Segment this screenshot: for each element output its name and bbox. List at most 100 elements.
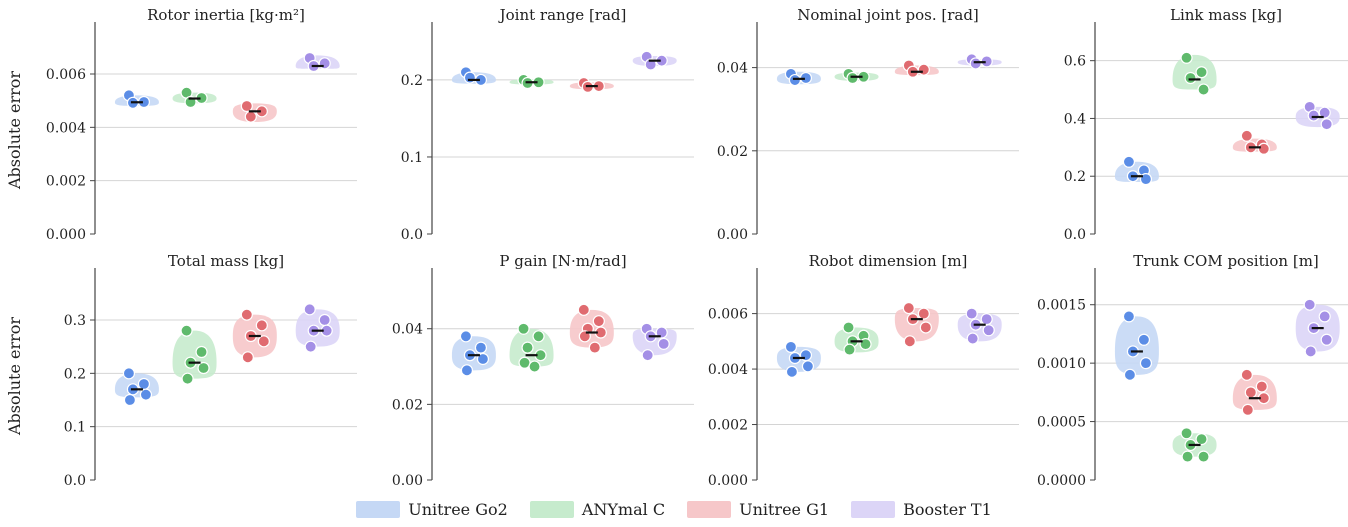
data-point [1318, 310, 1331, 323]
data-point [842, 321, 855, 334]
legend-swatch [851, 500, 896, 518]
data-point [460, 364, 474, 377]
data-point [257, 335, 270, 348]
legend-swatch [529, 500, 574, 518]
legend-swatch [356, 500, 401, 518]
data-point [785, 365, 799, 378]
data-point [917, 63, 930, 76]
data-point [1195, 66, 1208, 79]
data-point [801, 360, 815, 373]
data-point [969, 57, 982, 70]
y-tick-label: 0.3 [64, 313, 86, 329]
data-point [657, 337, 670, 350]
data-point [195, 345, 208, 359]
legend: Unitree Go2 ANYmal C Unitree G1 Booster … [0, 494, 1348, 524]
chart-panel: 0.0 0.1 0.2 Joint range [rad] [401, 6, 694, 243]
data-point [304, 340, 317, 353]
data-point [318, 57, 331, 70]
data-point [244, 110, 257, 123]
data-point [1180, 427, 1193, 440]
data-point [528, 360, 541, 373]
y-tick-label: 0.1 [401, 150, 423, 166]
data-point [139, 388, 153, 401]
chart-panel: 0.000 0.002 0.004 0.006 Rotor inertia [kg·m²… [5, 6, 357, 243]
data-point [517, 322, 530, 335]
data-point [1137, 333, 1151, 346]
panel-title: Robot dimension [m] [809, 252, 968, 270]
data-point [965, 307, 978, 320]
data-point [122, 367, 136, 380]
data-point [1122, 155, 1136, 168]
panel-title: Nominal joint pos. [rad] [797, 6, 979, 24]
data-point [1304, 345, 1317, 358]
data-point [1122, 310, 1136, 323]
data-point [1318, 106, 1331, 119]
data-point [843, 343, 856, 356]
data-point [588, 341, 601, 354]
y-tick-label: 0.4 [1064, 111, 1086, 127]
data-point [1184, 71, 1197, 85]
violin-body [172, 330, 217, 379]
data-point [180, 324, 193, 337]
data-point [1255, 380, 1268, 393]
violin-body [1172, 54, 1217, 90]
y-axis-label: Absolute error [5, 317, 24, 436]
data-point [303, 303, 316, 316]
data-point [641, 349, 654, 362]
legend-label: Booster T1 [903, 499, 992, 519]
y-tick-label: 0.006 [46, 67, 86, 83]
data-point [521, 341, 534, 354]
y-tick-label: 0.0 [64, 473, 86, 489]
y-tick-label: 0.6 [1064, 54, 1086, 70]
legend-label: ANYmal C [581, 499, 666, 519]
data-point [919, 321, 932, 334]
y-tick-label: 0.02 [392, 397, 423, 413]
legend-item-unitree-go2: Unitree Go2 [356, 500, 508, 519]
violin-body [894, 308, 939, 342]
y-tick-label: 0.0005 [1037, 415, 1086, 431]
data-point [240, 308, 253, 321]
data-point [1181, 450, 1194, 463]
data-point [1240, 368, 1253, 381]
data-point [459, 330, 473, 343]
y-tick-label: 0.0015 [1037, 298, 1086, 314]
legend-swatch [687, 500, 732, 518]
data-point [476, 352, 490, 366]
y-tick-label: 0.002 [708, 418, 748, 434]
data-point [1307, 109, 1320, 122]
panel-title: Rotor inertia [kg·m²] [147, 6, 305, 24]
data-point [518, 356, 531, 369]
y-tick-label: 0.2 [64, 366, 86, 382]
data-point [966, 332, 979, 345]
data-point [1303, 298, 1316, 311]
data-point [1240, 129, 1253, 142]
data-point [1180, 51, 1193, 64]
data-point [463, 71, 477, 84]
chart-panel: 0.000 0.002 0.004 0.006 Robot dimension [m] [708, 252, 1019, 489]
y-tick-label: 0.2 [1064, 169, 1086, 185]
data-point [1197, 450, 1210, 463]
data-point [980, 313, 993, 326]
y-tick-label: 0.0000 [1037, 473, 1086, 489]
y-tick-label: 0.04 [392, 322, 423, 338]
y-tick-label: 0.006 [708, 307, 748, 323]
data-point [788, 73, 802, 87]
data-point [1241, 403, 1254, 416]
data-point [859, 338, 872, 351]
y-tick-label: 0.0010 [1037, 356, 1086, 372]
data-point [123, 393, 137, 407]
data-point [197, 361, 210, 375]
y-tick-label: 0.2 [401, 73, 423, 89]
data-point [532, 330, 545, 343]
legend-item-booster-t1: Booster T1 [851, 500, 992, 519]
violin-body [1114, 316, 1159, 375]
data-point [318, 313, 331, 327]
data-point [241, 351, 254, 364]
y-axis-label: Absolute error [5, 71, 24, 190]
legend-item-anymal-c: ANYmal C [529, 499, 666, 519]
data-point [1320, 333, 1333, 346]
data-point [1123, 368, 1137, 381]
panel-title: Total mass [kg] [168, 252, 284, 270]
legend-label: Unitree Go2 [408, 499, 508, 519]
